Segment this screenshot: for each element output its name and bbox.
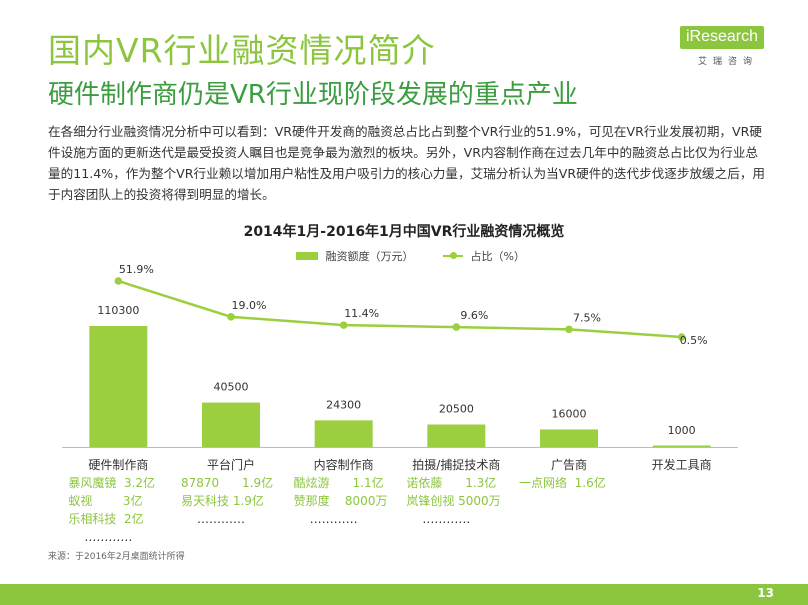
iresearch-logo: iResearch 艾瑞咨询 — [680, 26, 766, 72]
company-entry: ………… — [422, 512, 471, 526]
share-value-label-1: 19.0% — [232, 299, 267, 312]
logo-subtext: 艾瑞咨询 — [698, 57, 759, 67]
logo-text: iResearch — [680, 26, 765, 49]
legend-line-swatch — [443, 252, 463, 259]
legend-line-label: 占比（%） — [470, 250, 525, 263]
bar-0 — [89, 326, 148, 447]
footer-bar: 13 — [0, 584, 808, 605]
bar-value-label-3: 20500 — [439, 403, 474, 416]
bar-2 — [314, 420, 373, 447]
legend-bar-swatch — [296, 252, 318, 260]
category-block-3: 拍摄/捕捉技术商诺依藤 1.3亿 岚锋创视 5000万 ………… — [400, 456, 512, 528]
bar-1 — [202, 402, 260, 447]
category-block-1: 平台门户 87870 1.9亿 易天科技 1.9亿 ………… — [175, 456, 287, 528]
category-label: 拍摄/捕捉技术商 — [412, 458, 501, 472]
share-value-label-0: 51.9% — [119, 263, 154, 276]
company-entry: 乐相科技 2亿 — [68, 512, 144, 526]
share-point-1 — [227, 313, 235, 321]
company-entry: ………… — [309, 512, 358, 526]
company-entry: ………… — [197, 512, 245, 526]
company-entry: 87870 1.9亿 — [181, 476, 274, 490]
intro-paragraph: 在各细分行业融资情况分析中可以看到：VR硬件开发商的融资总占比占到整个VR行业的… — [48, 124, 766, 202]
category-label: 开发工具商 — [651, 458, 712, 472]
bar-value-label-4: 16000 — [552, 407, 587, 420]
category-label: 内容制作商 — [313, 458, 374, 472]
bar-value-label-2: 24300 — [326, 398, 361, 411]
share-line — [117, 279, 682, 339]
company-entry: 酷炫游 1.1亿 — [293, 476, 384, 490]
bar-value-label-5: 1000 — [668, 424, 696, 437]
company-entry: 暴风魔镜 3.2亿 — [68, 476, 156, 490]
bar-value-label-0: 110300 — [97, 304, 139, 317]
category-block-2: 内容制作商酷炫游 1.1亿 赞那度 8000万 ………… — [288, 456, 400, 528]
company-entry: 易天科技 1.9亿 — [181, 494, 264, 508]
company-entry: 岚锋创视 5000万 — [406, 494, 501, 508]
company-entry: ………… — [84, 530, 133, 544]
legend-bar-label: 融资额度（万元） — [325, 250, 414, 263]
page-number: 13 — [757, 586, 774, 600]
bar-5 — [652, 445, 711, 447]
category-block-5: 开发工具商 — [626, 456, 738, 474]
bar-3 — [427, 424, 486, 447]
chart-legend: 融资额度（万元） 占比（%） — [296, 248, 525, 264]
category-block-4: 广告商一点网络 1.6亿 — [513, 456, 625, 492]
share-value-label-2: 11.4% — [344, 307, 379, 320]
chart-title: 2014年1月-2016年1月中国VR行业融资情况概览 — [243, 224, 565, 240]
category-label: 硬件制作商 — [88, 458, 149, 472]
company-entry: 蚁视 3亿 — [68, 494, 143, 508]
share-point-3 — [452, 323, 461, 331]
bar-value-label-1: 40500 — [214, 381, 249, 394]
category-label: 广告商 — [550, 458, 587, 472]
company-entry: 一点网络 1.6亿 — [519, 476, 606, 490]
source-note: 来源：于2016年2月桌面统计所得 — [48, 552, 185, 562]
company-entry: 赞那度 8000万 — [293, 494, 388, 508]
share-point-5 — [677, 333, 686, 341]
share-value-label-5: 0.5% — [680, 334, 708, 347]
share-value-label-4: 7.5% — [573, 311, 601, 324]
share-value-label-3: 9.6% — [460, 309, 488, 322]
category-label: 平台门户 — [206, 458, 255, 472]
share-point-4 — [565, 325, 573, 334]
page-title: 国内VR行业融资情况简介 — [48, 31, 436, 70]
share-point-2 — [339, 321, 348, 329]
bar-4 — [540, 429, 598, 447]
category-block-0: 硬件制作商暴风魔镜 3.2亿 蚁视 3亿乐相科技 2亿 ………… — [62, 456, 174, 546]
share-point-0 — [114, 277, 123, 285]
page-subtitle: 硬件制作商仍是VR行业现阶段发展的重点产业 — [48, 80, 578, 110]
company-entry: 诺依藤 1.3亿 — [406, 476, 497, 490]
